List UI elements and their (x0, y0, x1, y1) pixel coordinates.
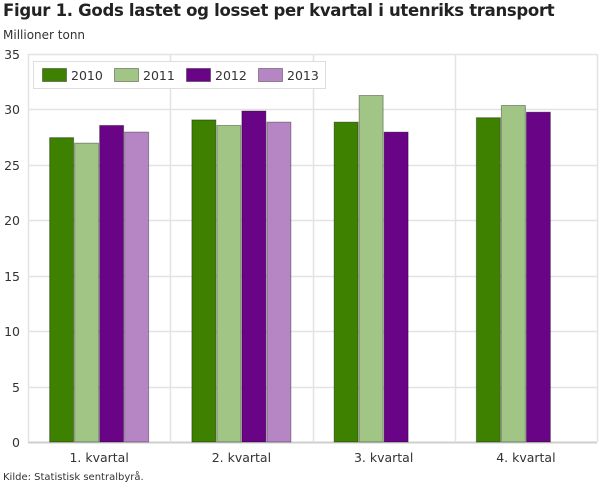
legend-swatch-2011 (114, 68, 139, 82)
legend-label-2011: 2011 (143, 68, 175, 83)
bar-chart: 0 5 10 15 20 25 30 35 1. kvartal 2. kvartal 3. kv… (4, 47, 599, 465)
bars (49, 95, 551, 443)
y-tick-label: 5 (12, 380, 20, 395)
bar-2012-2 (241, 110, 267, 443)
y-tick-label: 15 (4, 269, 20, 284)
bar-2012-1 (99, 124, 125, 443)
bar-2013-1 (124, 131, 150, 443)
bar-2011-3 (358, 95, 384, 443)
y-tick-label: 35 (4, 47, 20, 62)
x-axis-ticks: 1. kvartal 2. kvartal 3. kvartal 4. kvartal (69, 450, 555, 465)
y-axis-label: Millioner tonn (3, 28, 86, 42)
legend-swatch-2012 (186, 68, 211, 82)
x-tick-label: 1. kvartal (69, 450, 128, 465)
y-tick-label: 10 (4, 324, 20, 339)
legend: 2010 2011 2012 2013 (33, 61, 326, 89)
bar-2012-4 (525, 111, 551, 443)
bar-2010-3 (333, 121, 359, 443)
legend-swatch-2010 (42, 68, 67, 82)
bar-2010-1 (49, 137, 75, 443)
legend-swatch-2013 (258, 68, 283, 82)
bar-2010-2 (191, 119, 217, 443)
bar-2011-2 (216, 124, 242, 443)
y-tick-label: 25 (4, 158, 20, 173)
source-note: Kilde: Statistisk sentralbyrå. (3, 472, 144, 483)
bar-2011-4 (500, 104, 526, 443)
bar-2010-4 (475, 117, 501, 443)
y-tick-label: 20 (4, 213, 20, 228)
legend-label-2010: 2010 (71, 68, 103, 83)
x-tick-label: 4. kvartal (496, 450, 555, 465)
y-tick-label: 30 (4, 102, 20, 117)
chart-title: Figur 1. Gods lastet og losset per kvart… (3, 1, 555, 20)
bar-2013-2 (266, 121, 292, 443)
y-tick-label: 0 (12, 435, 20, 450)
x-tick-label: 2. kvartal (212, 450, 271, 465)
bar-2012-3 (383, 131, 409, 443)
legend-label-2013: 2013 (287, 68, 319, 83)
legend-label-2012: 2012 (215, 68, 247, 83)
x-tick-label: 3. kvartal (354, 450, 413, 465)
y-axis-ticks: 0 5 10 15 20 25 30 35 (4, 47, 20, 450)
bar-2011-1 (74, 142, 100, 443)
